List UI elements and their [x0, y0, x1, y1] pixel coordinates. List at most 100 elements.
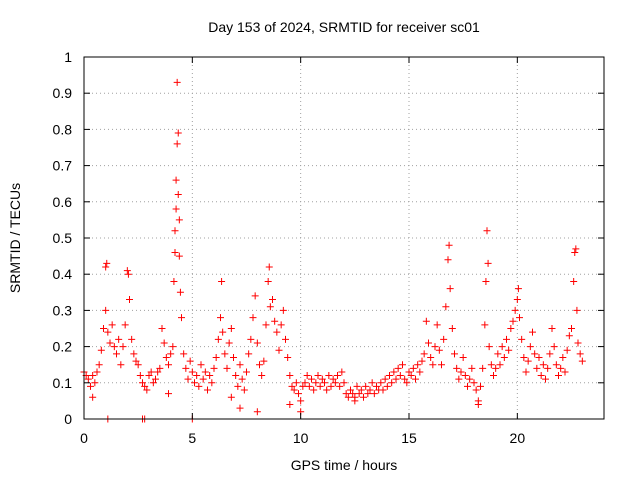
data-point — [546, 350, 554, 358]
data-point — [173, 78, 181, 86]
data-point — [176, 288, 184, 296]
data-point — [466, 375, 474, 383]
data-point — [126, 296, 133, 304]
data-point — [221, 350, 229, 358]
data-point — [440, 335, 448, 343]
data-point — [574, 339, 582, 347]
data-point — [470, 379, 478, 387]
data-point — [351, 397, 359, 405]
data-point — [526, 343, 534, 351]
data-point — [115, 335, 123, 343]
data-point — [425, 339, 432, 347]
data-point — [182, 364, 190, 372]
data-point — [297, 397, 305, 405]
data-point — [103, 259, 111, 267]
data-point — [329, 375, 337, 383]
data-point — [448, 325, 456, 332]
data-point — [214, 335, 222, 343]
data-point — [474, 401, 482, 409]
data-point — [113, 350, 120, 358]
data-point — [418, 357, 426, 365]
data-point — [477, 382, 484, 390]
data-point — [299, 382, 307, 390]
data-point — [172, 205, 180, 213]
data-point — [548, 325, 556, 332]
data-point — [431, 343, 439, 351]
data-point — [271, 317, 279, 325]
data-point — [513, 296, 521, 304]
data-point — [89, 393, 97, 401]
data-point — [331, 379, 339, 387]
y-tick-label: 0.3 — [53, 302, 73, 318]
data-point — [173, 140, 181, 148]
data-point — [295, 390, 302, 398]
data-point — [117, 361, 125, 369]
data-point — [481, 321, 489, 329]
data-point — [559, 353, 567, 361]
data-point — [218, 277, 226, 285]
data-point — [518, 335, 526, 343]
data-point — [165, 390, 172, 398]
data-point — [160, 339, 168, 347]
data-point — [95, 361, 103, 369]
data-point — [484, 259, 492, 267]
x-tick-label: 10 — [293, 430, 309, 446]
data-point — [106, 339, 114, 347]
data-point — [171, 227, 179, 235]
data-point — [414, 361, 422, 369]
data-point — [288, 382, 296, 390]
data-point — [453, 364, 461, 372]
x-tick-label: 20 — [510, 430, 526, 446]
data-point — [340, 379, 348, 387]
y-axis-label: SRMTID / TECUs — [7, 183, 23, 293]
data-point — [355, 390, 363, 398]
data-point — [373, 382, 380, 390]
data-point — [321, 379, 328, 387]
data-point — [472, 386, 480, 394]
data-point — [455, 375, 463, 383]
data-point — [314, 372, 322, 380]
data-point — [158, 325, 166, 332]
data-point — [247, 335, 255, 343]
data-point — [451, 350, 458, 358]
data-point — [494, 350, 502, 358]
data-point — [152, 375, 159, 383]
data-point — [435, 346, 443, 354]
y-tick-label: 0.6 — [53, 194, 73, 210]
data-point — [409, 364, 417, 372]
data-point — [286, 401, 294, 409]
data-point — [312, 379, 320, 387]
x-tick-label: 5 — [188, 430, 196, 446]
data-point — [258, 372, 266, 380]
data-point — [571, 248, 579, 256]
data-point — [392, 375, 400, 383]
x-tick-label: 0 — [80, 430, 88, 446]
data-point — [264, 277, 272, 285]
data-point — [175, 216, 183, 224]
y-tick-label: 0.7 — [53, 158, 73, 174]
data-point — [262, 321, 270, 329]
data-point — [147, 368, 155, 376]
data-point — [537, 372, 545, 380]
data-point — [405, 368, 413, 376]
x-axis-label: GPS time / hours — [291, 457, 398, 473]
data-point — [468, 364, 476, 372]
data-point — [336, 382, 344, 390]
data-point — [557, 364, 565, 372]
data-point — [316, 382, 324, 390]
data-point — [531, 350, 539, 358]
y-tick-label: 0 — [64, 411, 72, 427]
data-point — [457, 368, 465, 376]
data-point — [396, 372, 404, 380]
data-point — [509, 317, 517, 325]
data-point — [102, 306, 110, 314]
data-point — [576, 350, 584, 358]
data-point — [381, 375, 389, 383]
data-point — [93, 368, 101, 376]
y-tick-label: 0.2 — [53, 339, 73, 355]
data-point — [565, 332, 573, 340]
data-point — [444, 256, 452, 264]
data-point — [256, 361, 263, 369]
data-point — [561, 368, 569, 376]
data-point — [445, 241, 453, 249]
